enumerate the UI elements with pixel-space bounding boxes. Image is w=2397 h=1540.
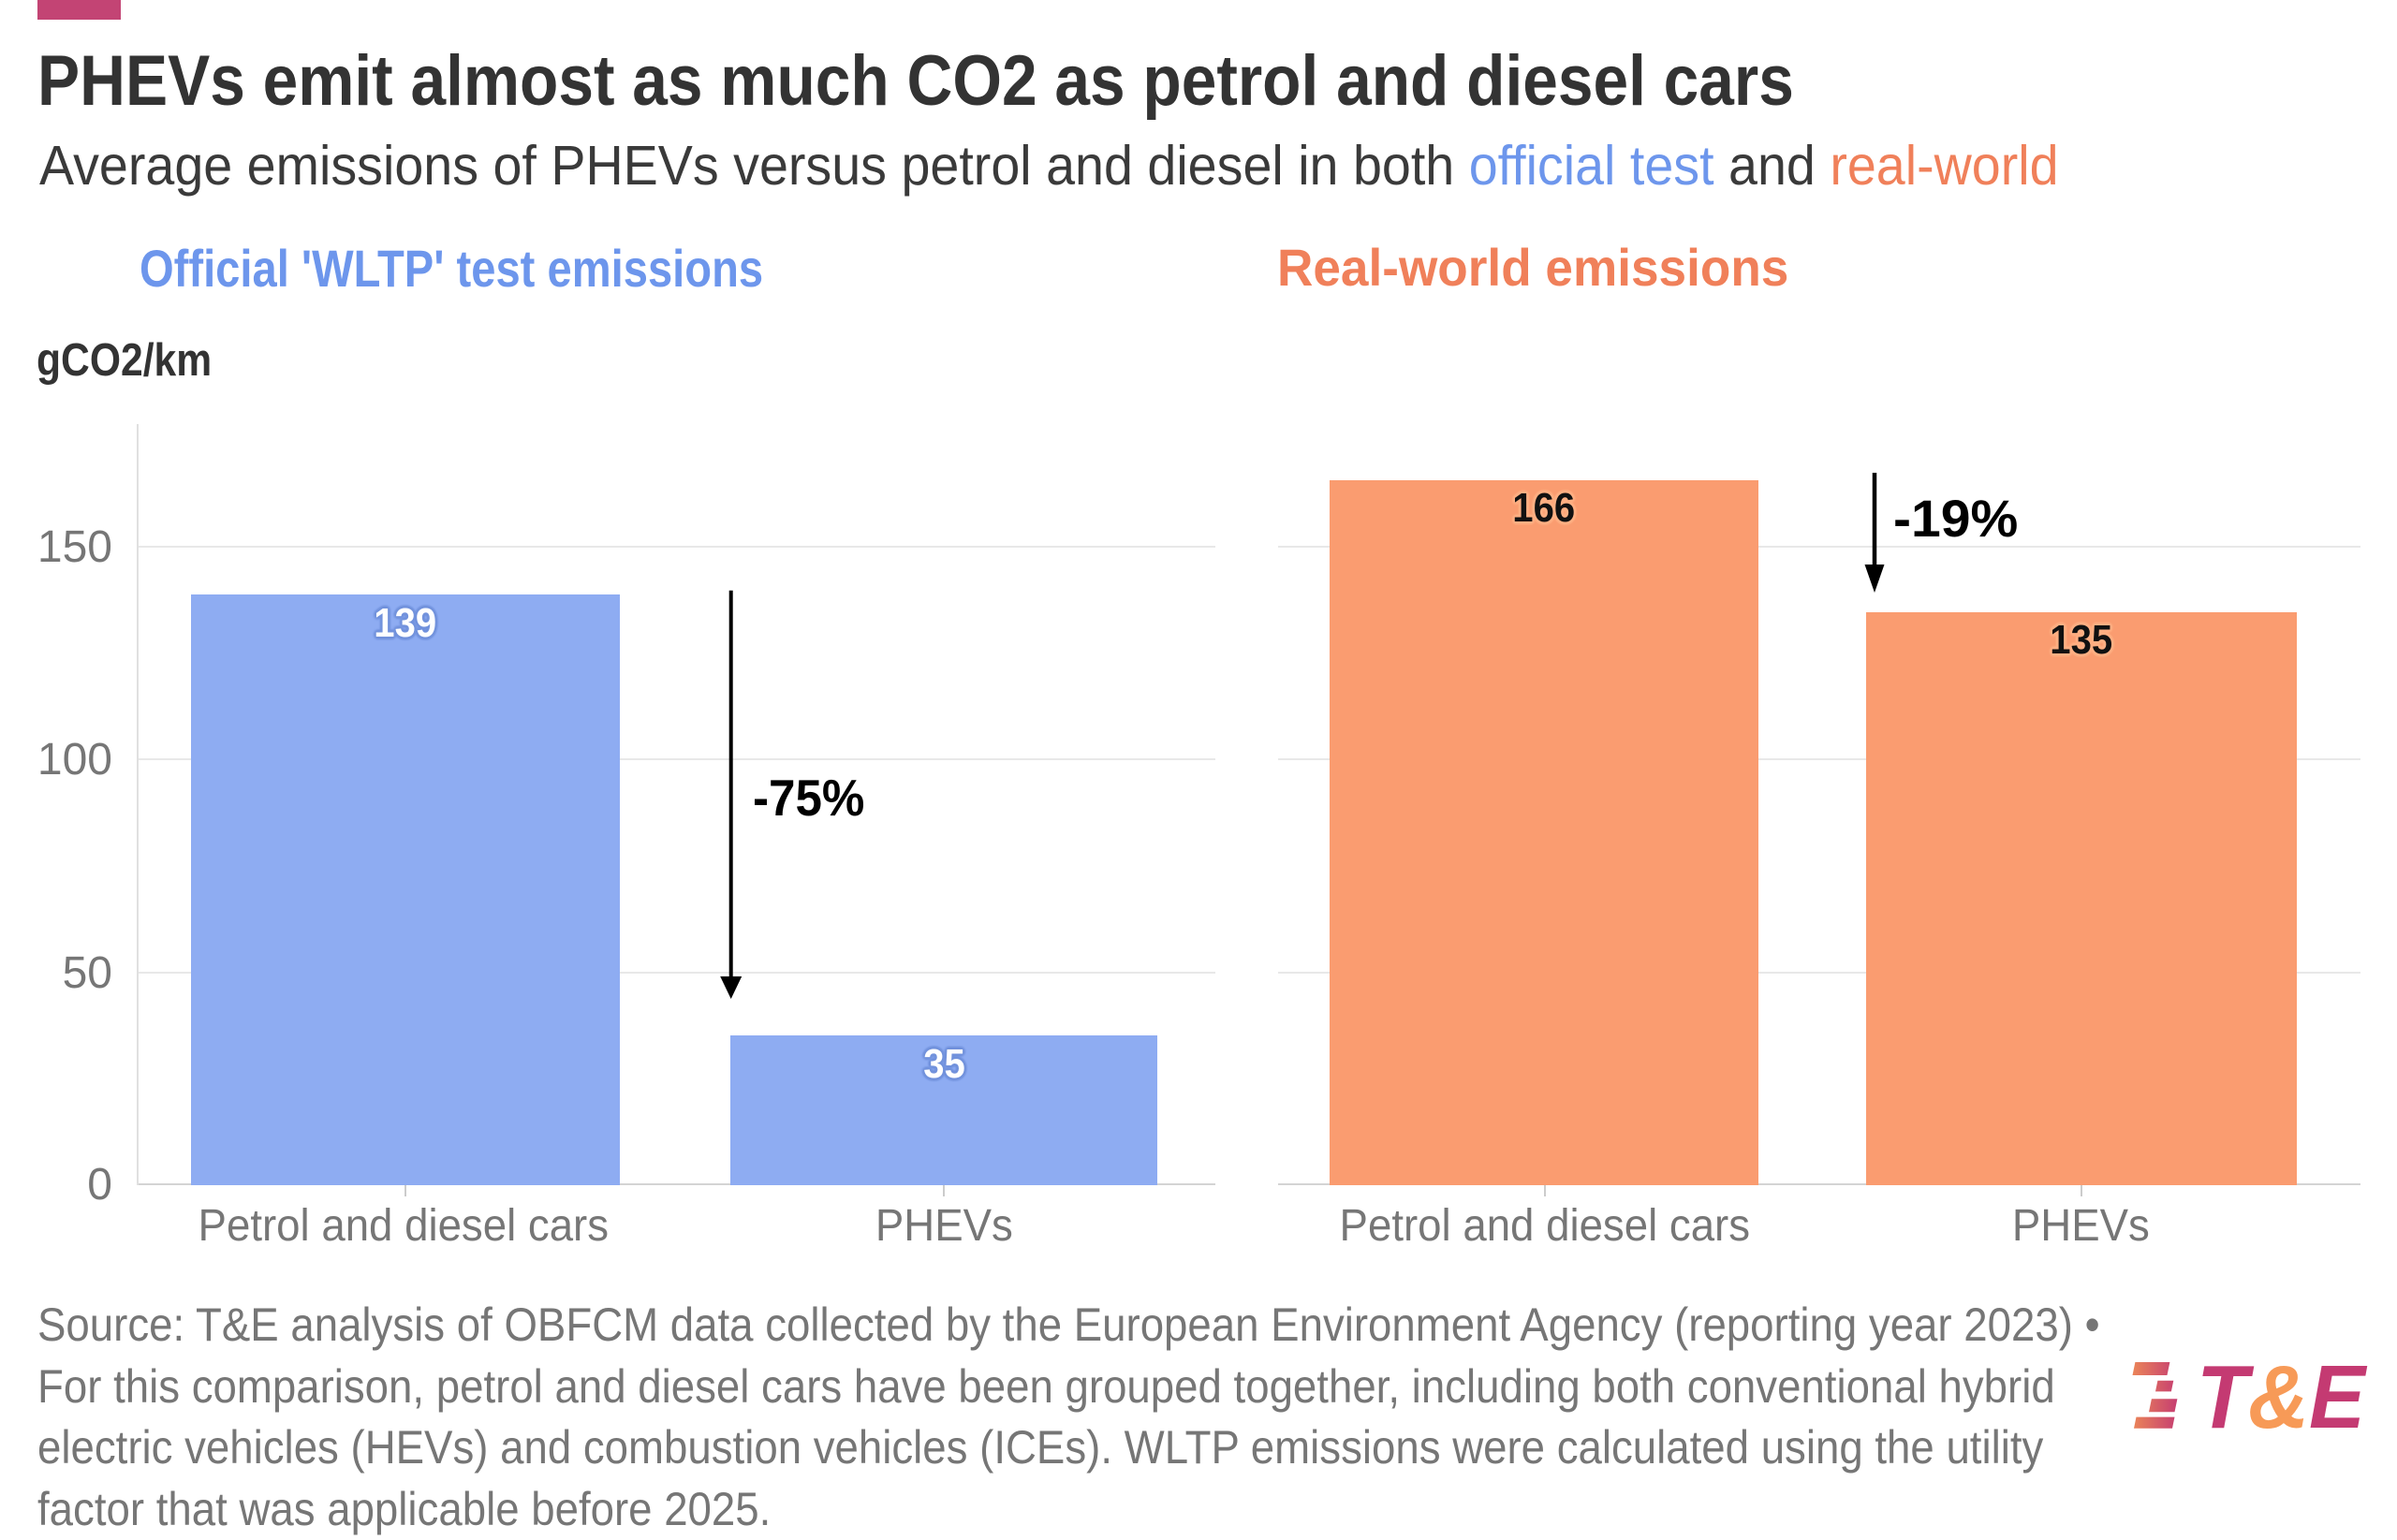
svg-text:T&E: T&E (2197, 1354, 2368, 1447)
